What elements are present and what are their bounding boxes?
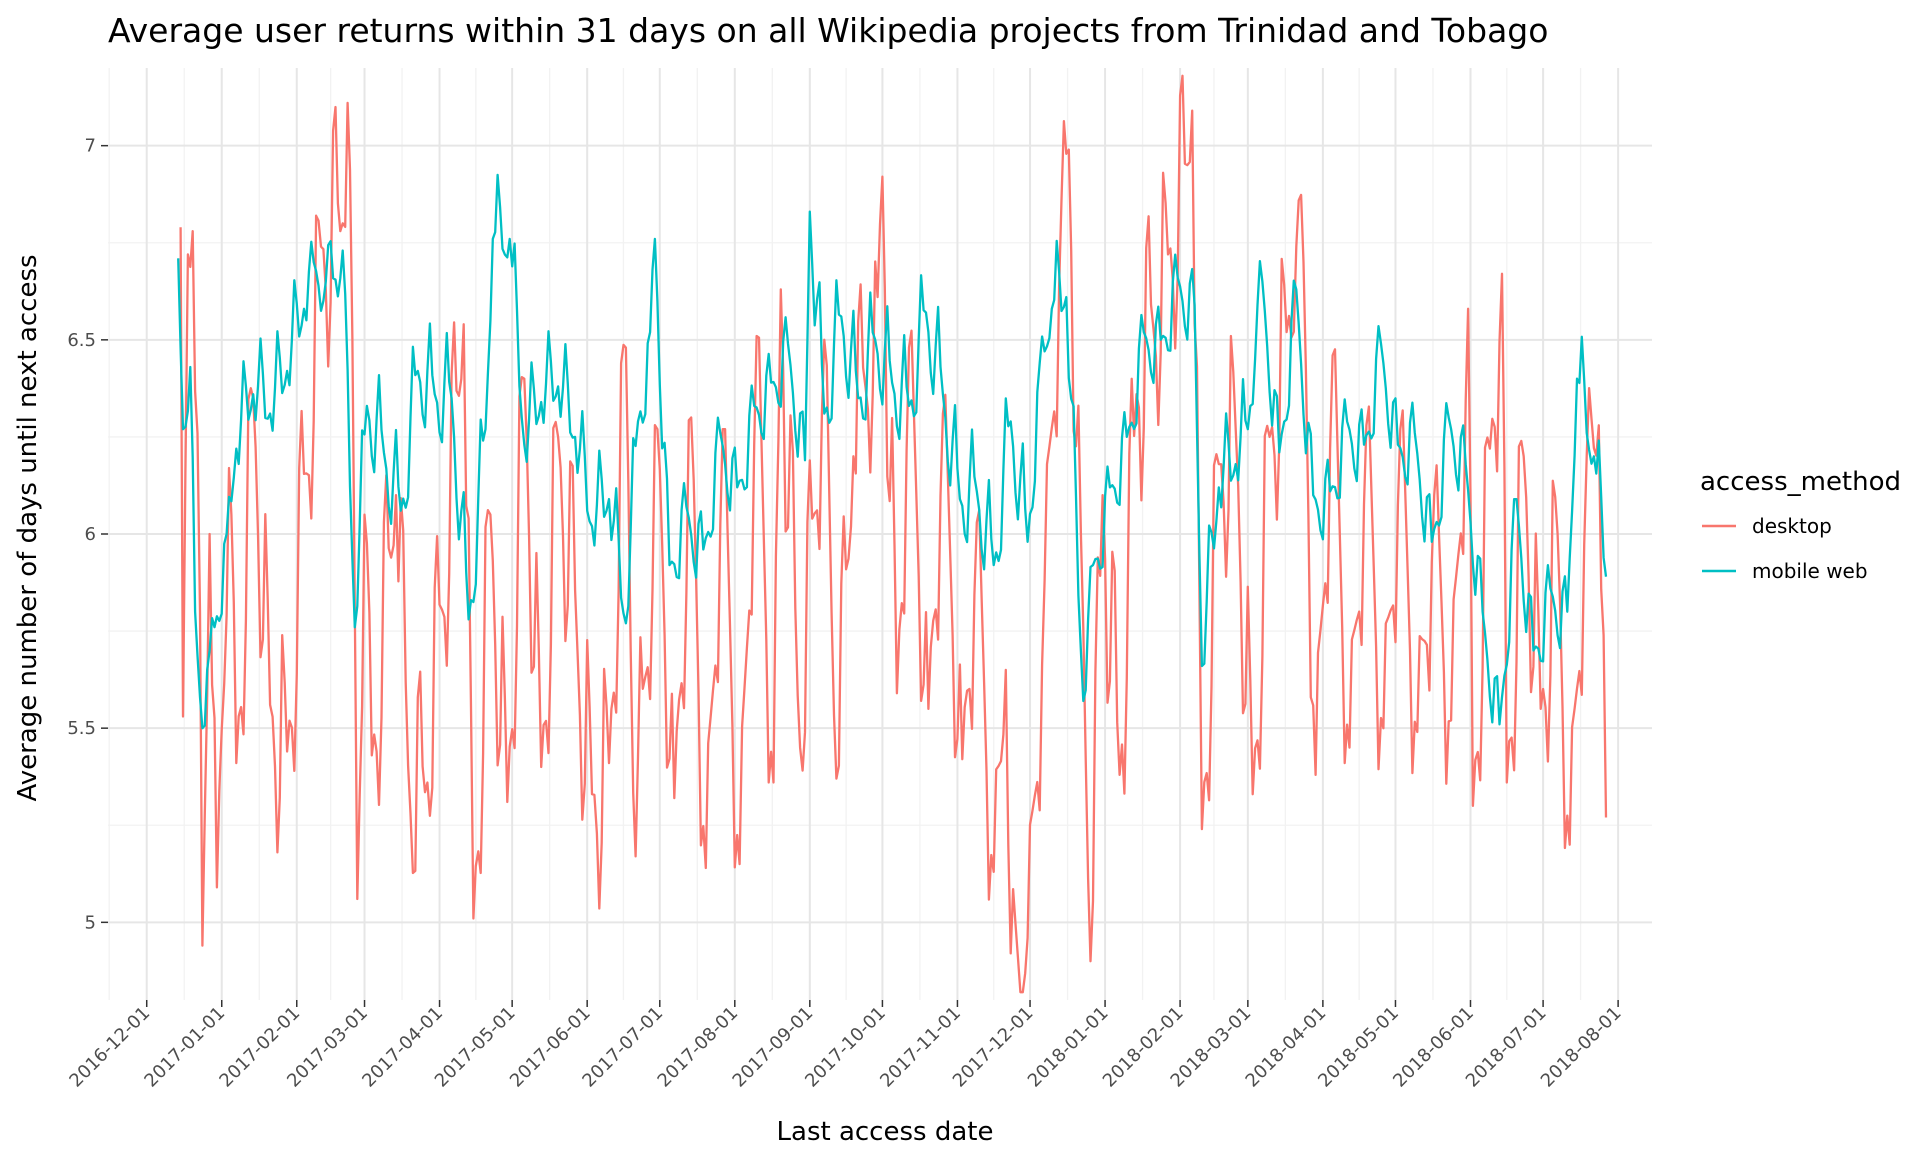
- y-axis-title: Average number of days until next access: [13, 254, 43, 801]
- legend-label-mobile-web: mobile web: [1752, 559, 1868, 583]
- series-line-desktop: [179, 74, 1608, 994]
- legend-label-desktop: desktop: [1752, 514, 1832, 538]
- y-tick-label: 6: [85, 524, 96, 545]
- legend-title: access_method: [1700, 467, 1901, 497]
- x-axis-title: Last access date: [777, 1117, 994, 1147]
- series-line-mobile-web: [177, 173, 1608, 730]
- y-tick-label: 6.5: [67, 330, 96, 351]
- series-lines: [177, 74, 1608, 994]
- y-tick-label: 7: [85, 136, 96, 157]
- y-tick-label: 5: [85, 912, 96, 933]
- y-tick-label: 5.5: [67, 718, 96, 739]
- chart-title: Average user returns within 31 days on a…: [108, 11, 1548, 50]
- legend: access_method desktop mobile web: [1700, 467, 1901, 583]
